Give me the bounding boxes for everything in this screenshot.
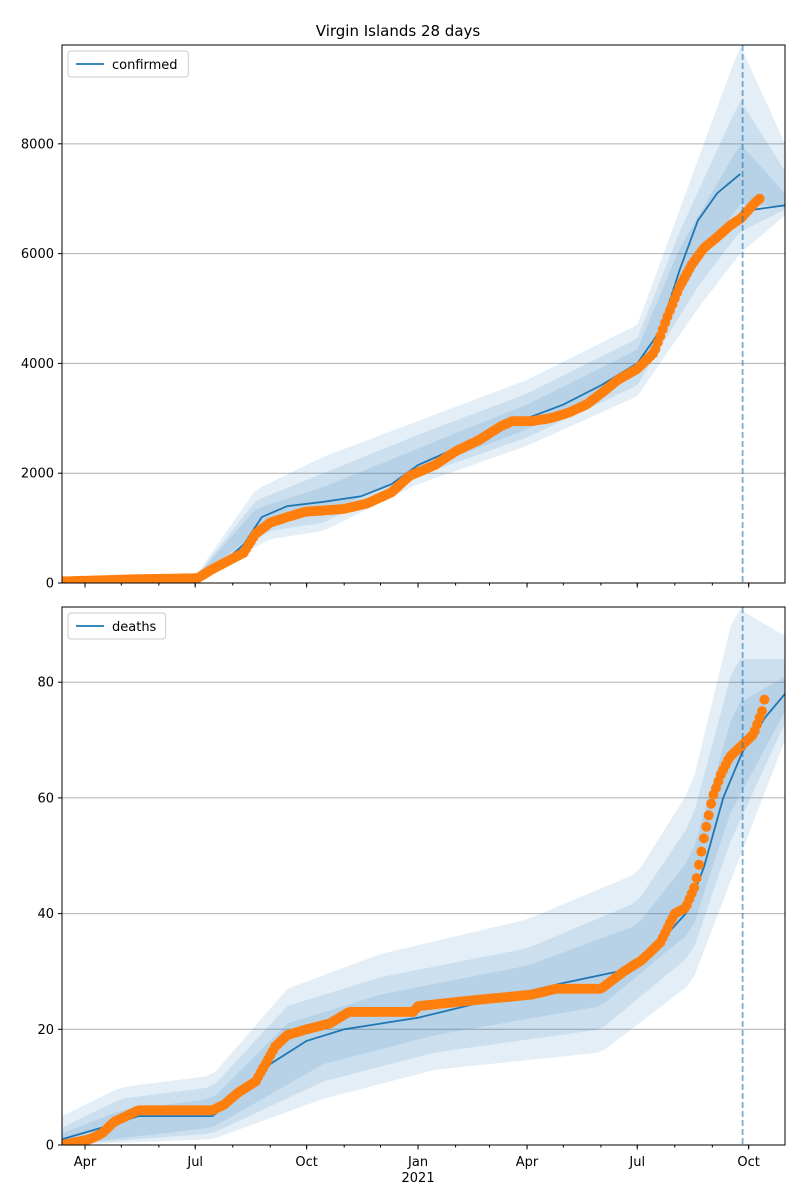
observed-point <box>694 859 704 870</box>
axes-frame <box>61 44 786 584</box>
y-tick-label: 0 <box>46 1139 54 1154</box>
observed-point <box>757 706 767 717</box>
observed-point <box>698 833 709 844</box>
observed-point <box>689 882 700 893</box>
y-tick-label: 4000 <box>21 357 54 372</box>
x-tick-label: Jul <box>628 1155 645 1170</box>
plot-area <box>62 45 785 583</box>
legend-box <box>67 612 167 640</box>
x-tick-label: Jul <box>186 1155 203 1170</box>
legend: confirmed <box>67 50 189 78</box>
x-tick-year-label: 2021 <box>402 1171 435 1186</box>
observed-point <box>706 798 717 809</box>
legend-box <box>67 50 189 78</box>
y-tick-label: 40 <box>37 907 54 922</box>
y-tick-label: 60 <box>37 791 54 806</box>
y-tick-label: 20 <box>37 1023 54 1038</box>
confidence-band-80 <box>62 659 785 1145</box>
observed-point <box>696 846 707 857</box>
x-tick-label: Oct <box>737 1155 759 1170</box>
y-tick-label: 80 <box>37 676 54 691</box>
chart-title: Virgin Islands 28 days <box>316 22 481 40</box>
y-tick-label: 8000 <box>21 137 54 152</box>
y-tick-label: 6000 <box>21 247 54 262</box>
y-tick-label: 0 <box>46 577 54 592</box>
confirmed-panel: 0 2000 4000 6000 8000 confirmed <box>21 44 786 592</box>
x-tick-label: Oct <box>295 1155 317 1170</box>
observed-point <box>701 821 712 832</box>
observed-point <box>754 193 765 204</box>
axes-frame <box>61 606 786 1146</box>
observed-point <box>759 694 770 705</box>
x-tick-label: Jan <box>407 1155 428 1170</box>
observed-point <box>703 810 714 821</box>
legend-label: deaths <box>112 620 157 635</box>
legend-label: confirmed <box>112 58 178 73</box>
legend: deaths <box>67 612 167 640</box>
confidence-band-50 <box>195 144 785 579</box>
y-tick-label: 2000 <box>21 467 54 482</box>
observed-point <box>691 873 702 884</box>
x-tick-label: Apr <box>516 1155 539 1170</box>
plot-area <box>62 607 785 1145</box>
x-tick-label: Apr <box>74 1155 97 1170</box>
confidence-band-95 <box>62 609 785 1145</box>
